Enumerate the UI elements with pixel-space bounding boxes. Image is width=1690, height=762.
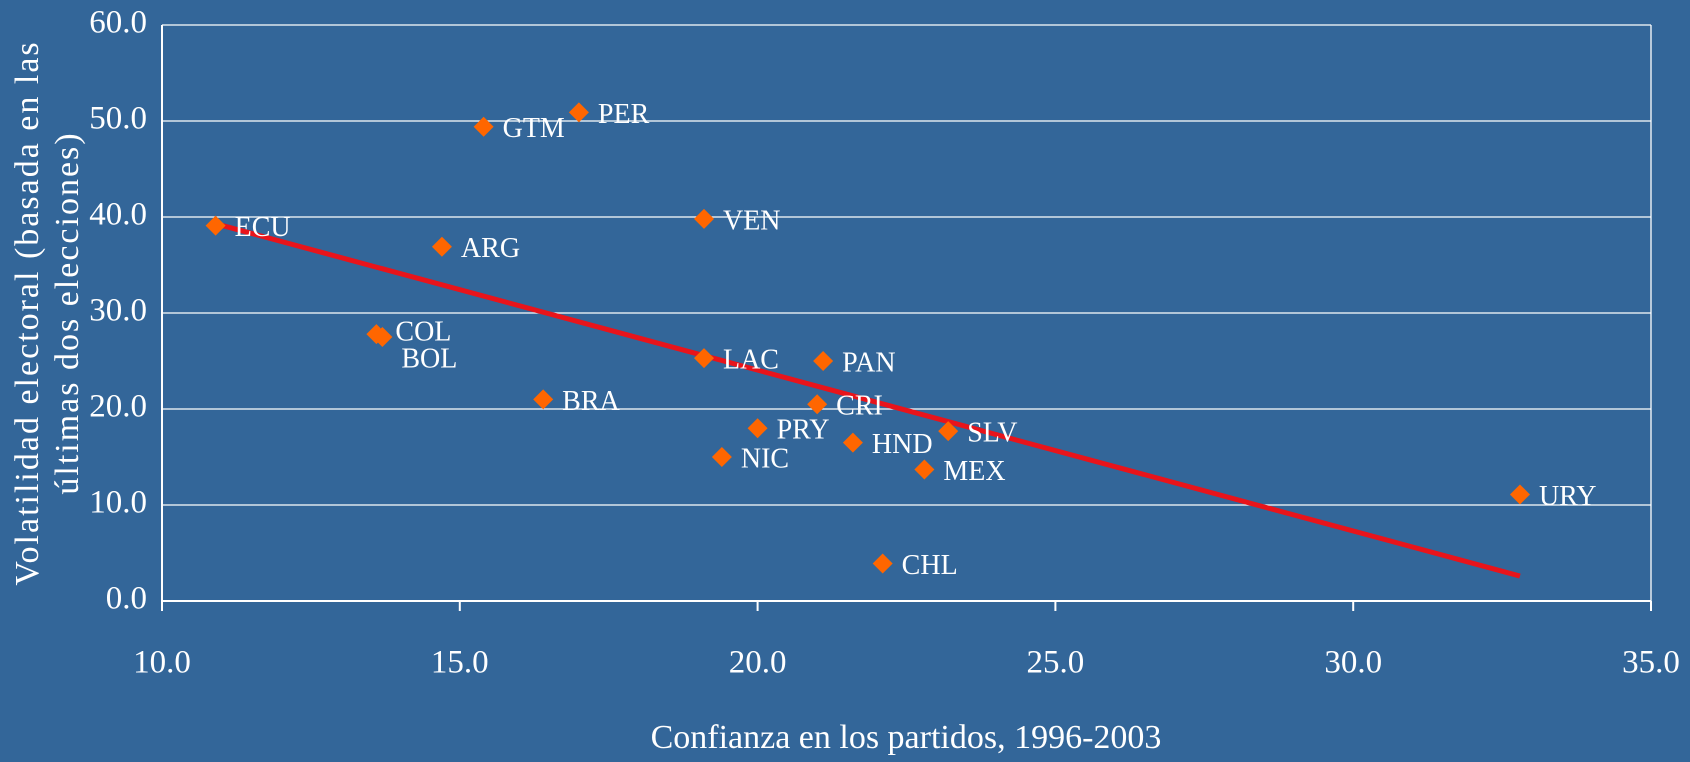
y-axis-title-line: Volatilidad electoral (basada en las: [9, 40, 46, 585]
y-tick-label: 40.0: [89, 197, 147, 233]
point-label: LAC: [723, 345, 779, 376]
point: [938, 421, 959, 442]
point: [473, 116, 494, 137]
point-label: VEN: [723, 205, 781, 236]
point-label: CRI: [836, 391, 883, 422]
point: [872, 553, 893, 574]
point-label: COL: [395, 317, 451, 348]
point-label: ECU: [235, 212, 291, 243]
point-label: CHL: [902, 550, 958, 581]
y-tick-label: 60.0: [89, 5, 147, 41]
point: [1509, 484, 1530, 505]
point: [205, 215, 226, 236]
point-label: URY: [1539, 481, 1597, 512]
point-label: SLV: [967, 418, 1017, 449]
x-tick-label: 15.0: [431, 645, 489, 681]
point: [693, 348, 714, 369]
y-axis-title: Volatilidad electoral (basada en las últ…: [9, 40, 86, 585]
point: [372, 327, 393, 347]
point-label: PRY: [777, 415, 830, 446]
point-label: MEX: [943, 456, 1005, 487]
trend-line: [214, 221, 1521, 579]
point: [711, 447, 732, 467]
y-tick-label: 50.0: [89, 101, 147, 137]
y-tick-label: 0.0: [106, 581, 147, 617]
point: [431, 236, 452, 257]
point-label: NIC: [741, 443, 789, 474]
x-axis-title: Confianza en los partidos, 1996-2003: [651, 719, 1162, 756]
point-label: GTM: [503, 113, 565, 144]
point-label: BOL: [401, 343, 457, 374]
x-tick-label: 25.0: [1027, 645, 1085, 681]
point-label: BRA: [562, 386, 620, 417]
point-label: PER: [598, 99, 650, 130]
y-tick-label: 30.0: [89, 293, 147, 329]
point: [747, 418, 768, 439]
y-tick-label: 10.0: [89, 485, 147, 521]
y-tick-label: 20.0: [89, 389, 147, 425]
point: [533, 389, 554, 410]
point: [568, 102, 589, 123]
point-label: PAN: [842, 347, 895, 378]
point: [813, 351, 834, 371]
y-axis-title-line: últimas dos elecciones): [49, 131, 86, 494]
point-label: HND: [872, 429, 933, 460]
point: [693, 208, 714, 229]
point: [914, 459, 935, 480]
x-tick-label: 20.0: [729, 645, 787, 681]
x-tick-label: 35.0: [1622, 645, 1680, 681]
point-label: ARG: [461, 233, 520, 264]
point: [842, 432, 863, 453]
x-tick-label: 30.0: [1324, 645, 1382, 681]
point: [807, 394, 828, 415]
x-tick-label: 10.0: [133, 645, 191, 681]
